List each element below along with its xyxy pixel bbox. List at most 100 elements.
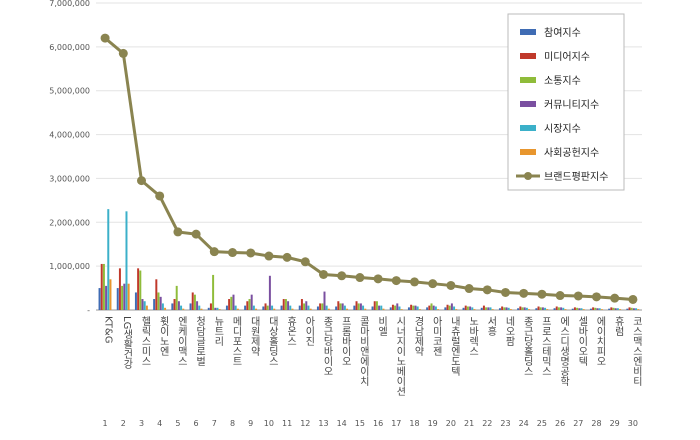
line-point bbox=[118, 48, 128, 58]
rank-label: 6 bbox=[194, 419, 199, 428]
bar bbox=[632, 308, 635, 310]
bar bbox=[432, 305, 435, 310]
bar bbox=[307, 305, 310, 310]
bar bbox=[382, 308, 385, 310]
y-tick-label: 2,000,000 bbox=[49, 218, 90, 227]
line-layer bbox=[100, 33, 638, 304]
bar bbox=[125, 211, 128, 310]
bar bbox=[396, 303, 399, 310]
x-tick-label: 에이치피오 bbox=[594, 316, 606, 366]
bar bbox=[619, 309, 622, 310]
bar bbox=[109, 279, 112, 310]
bar bbox=[337, 301, 340, 310]
bar bbox=[282, 299, 285, 310]
bar bbox=[209, 303, 212, 310]
bar bbox=[491, 309, 494, 310]
bar bbox=[600, 309, 603, 310]
bar bbox=[216, 307, 219, 310]
line-point bbox=[482, 285, 492, 295]
line-point bbox=[355, 273, 365, 283]
line-point bbox=[209, 247, 219, 257]
bar bbox=[157, 292, 160, 310]
bar bbox=[489, 307, 492, 310]
bar bbox=[105, 285, 108, 310]
bar bbox=[123, 283, 126, 310]
bar bbox=[580, 308, 583, 310]
x-tick-label: 헬릭스미스 bbox=[139, 316, 151, 366]
bar bbox=[428, 305, 431, 310]
bar bbox=[471, 307, 474, 310]
y-tick-label: 7,000,000 bbox=[49, 0, 90, 8]
bar bbox=[560, 307, 563, 310]
bar bbox=[398, 306, 401, 310]
bar bbox=[159, 296, 162, 310]
line-point bbox=[300, 257, 310, 267]
line-point bbox=[228, 248, 237, 258]
bar bbox=[626, 308, 629, 310]
x-tick-label: 휴럼 bbox=[612, 316, 624, 336]
bar bbox=[525, 307, 528, 310]
bar bbox=[139, 270, 142, 310]
bar bbox=[300, 299, 303, 310]
x-tick-label: 메디포스트 bbox=[230, 316, 242, 366]
bar bbox=[501, 306, 504, 310]
bar bbox=[598, 308, 601, 310]
bar bbox=[319, 303, 322, 310]
rank-label: 18 bbox=[409, 419, 419, 428]
bar bbox=[537, 306, 540, 310]
bar bbox=[327, 308, 330, 310]
bar bbox=[578, 308, 581, 310]
bar bbox=[134, 292, 137, 310]
bar bbox=[612, 307, 615, 310]
bar bbox=[362, 305, 365, 310]
bar bbox=[628, 307, 631, 310]
bar bbox=[191, 292, 194, 310]
bar bbox=[341, 303, 344, 310]
bar bbox=[635, 308, 638, 310]
line-point bbox=[155, 191, 165, 201]
bar bbox=[121, 285, 124, 310]
bar bbox=[116, 288, 119, 310]
bar bbox=[416, 306, 419, 310]
bar bbox=[305, 301, 308, 310]
bar bbox=[391, 304, 394, 310]
bar bbox=[225, 305, 228, 310]
line-point bbox=[573, 291, 583, 301]
x-tick-label: 대상홀딩스 bbox=[266, 316, 278, 366]
bar bbox=[573, 307, 576, 310]
bar bbox=[394, 305, 397, 310]
rank-label: 27 bbox=[573, 419, 583, 428]
rank-label: 1 bbox=[103, 419, 108, 428]
bar bbox=[252, 305, 255, 310]
line-point bbox=[592, 292, 601, 302]
bar bbox=[462, 307, 465, 310]
bar bbox=[287, 301, 290, 310]
line-point bbox=[191, 229, 201, 239]
bar bbox=[592, 307, 595, 310]
bar bbox=[630, 307, 633, 310]
x-tick-label: 휴온스 bbox=[285, 316, 297, 346]
bar bbox=[473, 309, 476, 310]
bar bbox=[364, 308, 367, 310]
line-point bbox=[373, 274, 383, 284]
bar bbox=[610, 307, 613, 310]
bar bbox=[521, 307, 524, 310]
bar bbox=[517, 308, 520, 310]
rank-label: 30 bbox=[628, 419, 638, 428]
bar bbox=[373, 301, 376, 310]
legend-swatch bbox=[520, 149, 536, 155]
rank-label: 23 bbox=[500, 419, 510, 428]
rank-label: 22 bbox=[482, 419, 492, 428]
bar bbox=[141, 299, 144, 310]
rank-label: 11 bbox=[282, 419, 292, 428]
bar bbox=[189, 303, 192, 310]
x-tick-label: 프롬바이오 bbox=[339, 316, 351, 366]
y-tick-label: 4,000,000 bbox=[49, 131, 90, 140]
bar bbox=[255, 308, 258, 310]
legend-label: 브랜드평판지수 bbox=[544, 171, 608, 183]
bar bbox=[309, 308, 312, 310]
bar bbox=[444, 307, 447, 310]
bar bbox=[507, 307, 510, 310]
bar bbox=[180, 305, 183, 310]
